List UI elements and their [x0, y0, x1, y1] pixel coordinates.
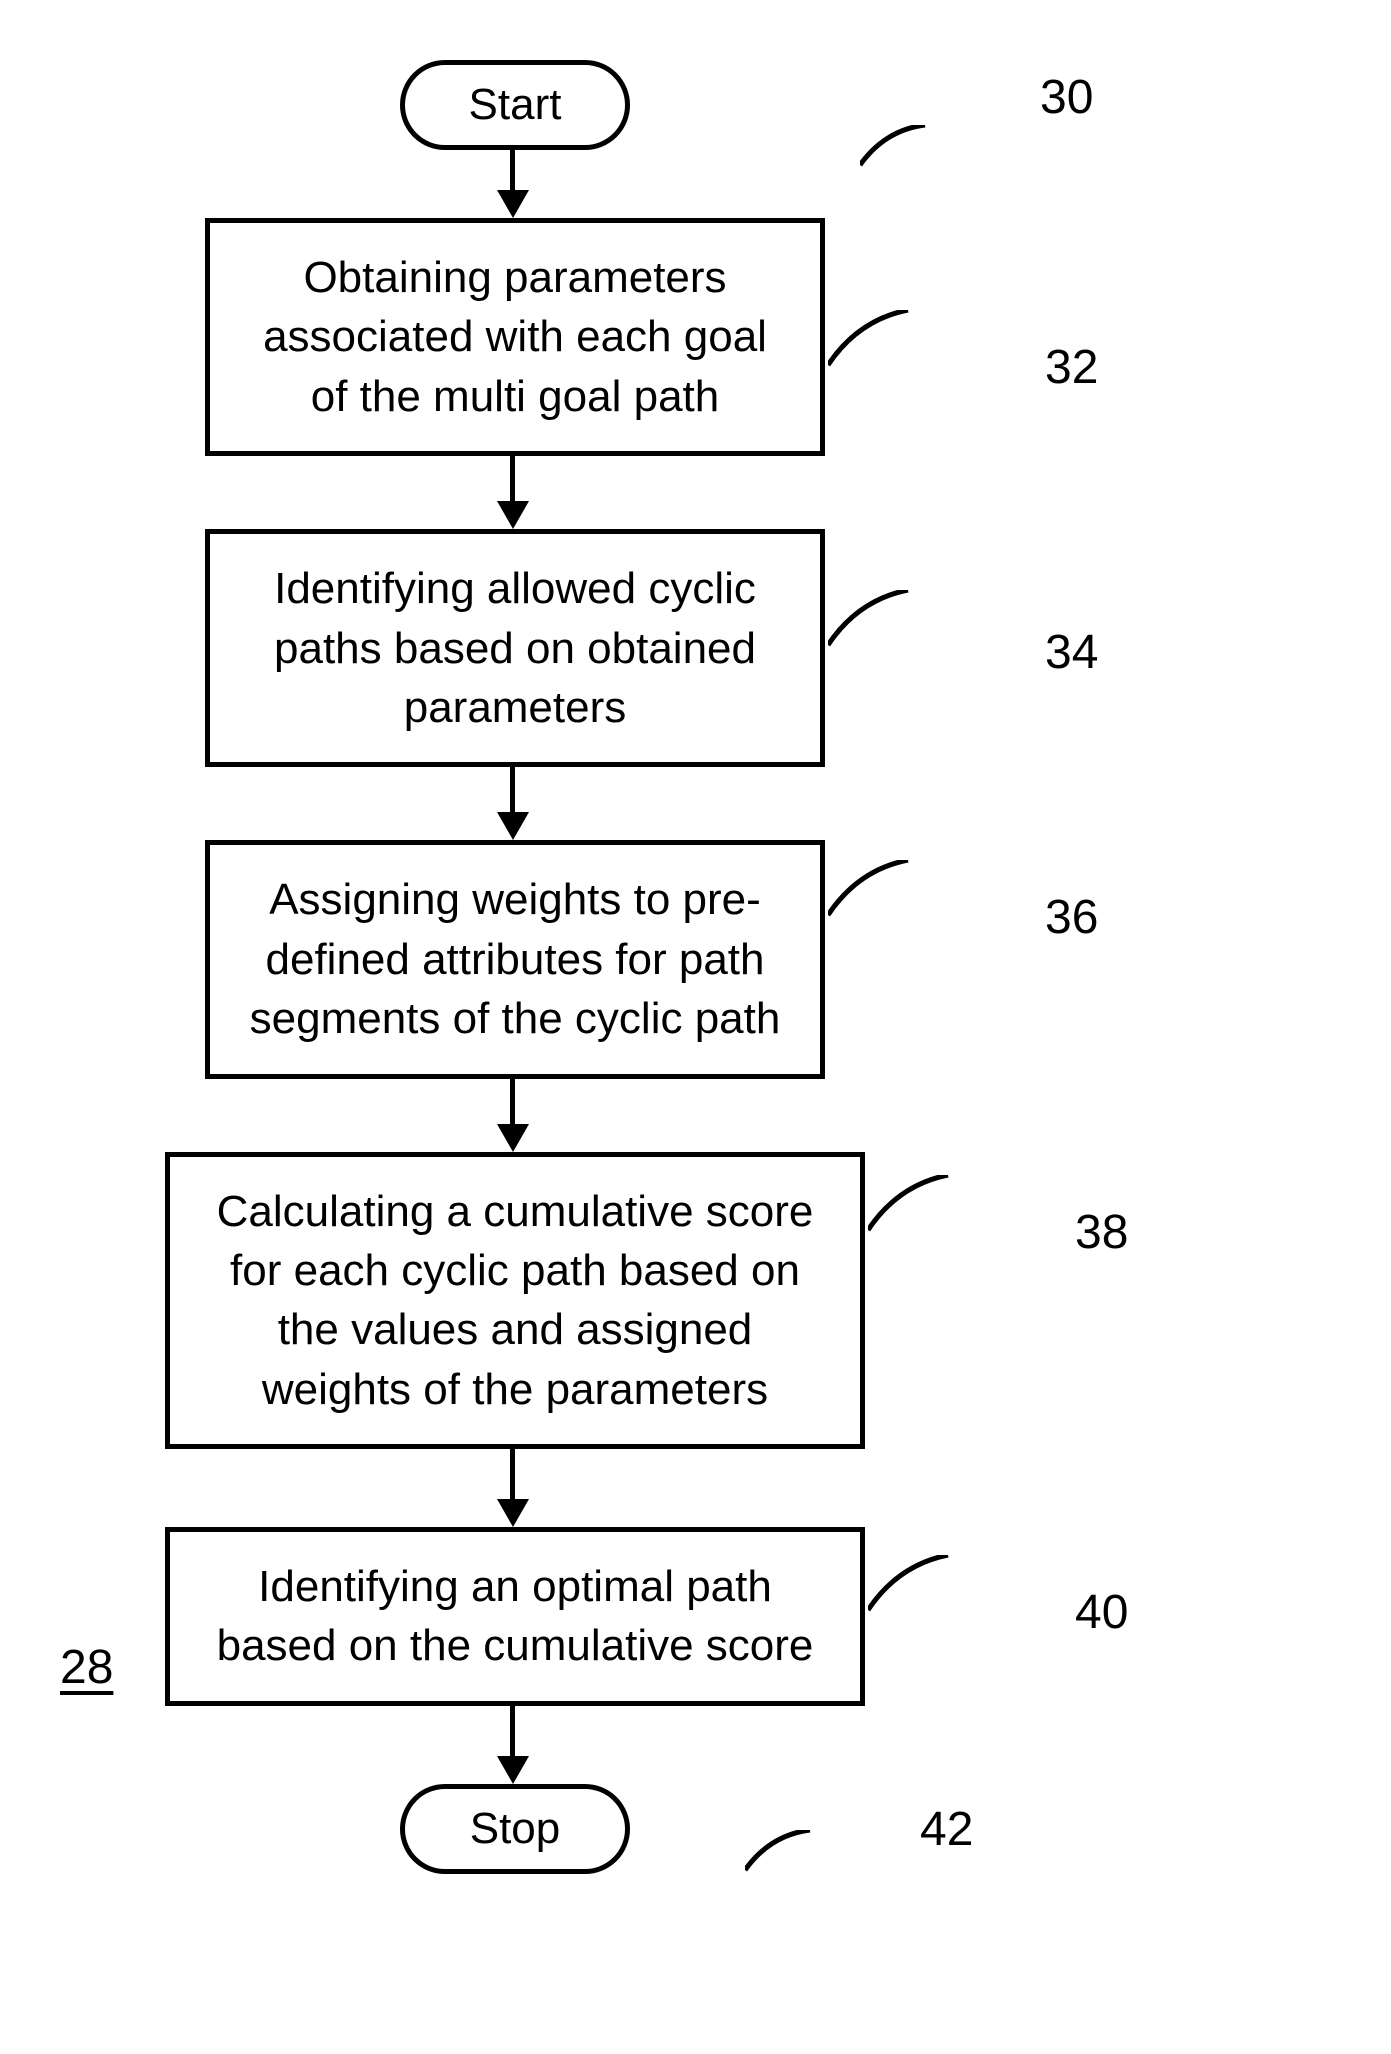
- ref-42: 42: [920, 1802, 973, 1857]
- arrow-36-38: [510, 1079, 1250, 1152]
- callout-32: [828, 310, 928, 380]
- process-40-label: Identifying an optimal path based on the…: [200, 1557, 830, 1676]
- ref-30: 30: [1040, 70, 1093, 125]
- process-36-label: Assigning weights to pre-defined attribu…: [240, 870, 790, 1048]
- ref-32: 32: [1045, 340, 1098, 395]
- process-32-label: Obtaining parameters associated with eac…: [240, 248, 790, 426]
- arrow-30-32: [510, 150, 1250, 218]
- start-terminator: Start: [400, 60, 630, 150]
- process-34-label: Identifying allowed cyclic paths based o…: [240, 559, 790, 737]
- stop-terminator: Stop: [400, 1784, 630, 1874]
- arrow-40-42: [510, 1706, 1250, 1784]
- callout-36: [828, 860, 928, 930]
- arrow-32-34: [510, 456, 1250, 529]
- start-label: Start: [469, 80, 562, 130]
- process-38-label: Calculating a cumulative score for each …: [200, 1182, 830, 1420]
- ref-40: 40: [1075, 1585, 1128, 1640]
- callout-34: [828, 590, 928, 660]
- process-calculate-score: Calculating a cumulative score for each …: [165, 1152, 865, 1450]
- process-assign-weights: Assigning weights to pre-defined attribu…: [205, 840, 825, 1078]
- process-identify-cyclic-paths: Identifying allowed cyclic paths based o…: [205, 529, 825, 767]
- callout-40: [868, 1555, 968, 1625]
- ref-36: 36: [1045, 890, 1098, 945]
- ref-34: 34: [1045, 625, 1098, 680]
- flowchart-container: Start 30 Obtaining parameters associated…: [150, 60, 1250, 1874]
- callout-38: [868, 1175, 968, 1245]
- arrow-38-40: [510, 1449, 1250, 1527]
- stop-label: Stop: [470, 1804, 561, 1854]
- figure-number: 28: [60, 1640, 113, 1695]
- process-obtain-parameters: Obtaining parameters associated with eac…: [205, 218, 825, 456]
- callout-42: [745, 1830, 835, 1885]
- process-identify-optimal: Identifying an optimal path based on the…: [165, 1527, 865, 1706]
- arrow-34-36: [510, 767, 1250, 840]
- ref-38: 38: [1075, 1205, 1128, 1260]
